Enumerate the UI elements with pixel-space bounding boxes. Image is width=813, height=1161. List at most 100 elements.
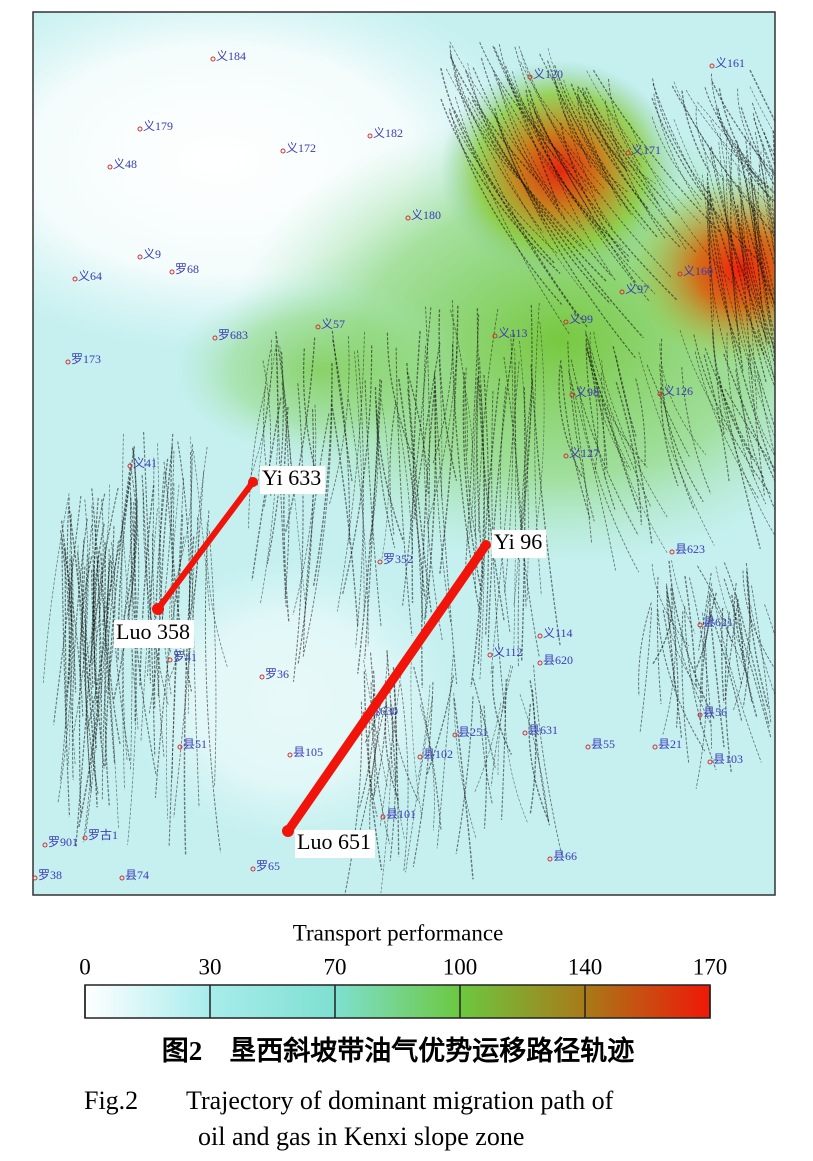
well-label: 县21 bbox=[658, 737, 682, 751]
streak bbox=[707, 202, 775, 476]
well-marker bbox=[177, 744, 183, 750]
streak bbox=[514, 362, 540, 658]
path-label-bg bbox=[492, 530, 547, 558]
streak bbox=[380, 706, 394, 894]
streak bbox=[472, 678, 496, 768]
well-marker bbox=[315, 324, 321, 330]
well-label: 县55 bbox=[591, 737, 615, 751]
well-marker bbox=[697, 712, 703, 718]
streak bbox=[750, 605, 775, 697]
streak bbox=[410, 657, 423, 818]
well-label: 罗36 bbox=[265, 667, 289, 681]
streak bbox=[170, 433, 193, 692]
streak bbox=[147, 457, 155, 676]
streak bbox=[133, 502, 136, 724]
path-end bbox=[481, 540, 491, 550]
streak bbox=[592, 69, 722, 234]
streak bbox=[662, 584, 676, 735]
streak bbox=[426, 675, 454, 776]
well-label: 义160 bbox=[683, 264, 713, 278]
streak bbox=[363, 659, 388, 788]
well-marker bbox=[537, 633, 543, 639]
colorbar-tick-label: 0 bbox=[79, 954, 91, 979]
streak bbox=[493, 74, 566, 220]
streak bbox=[402, 307, 432, 606]
streak bbox=[736, 204, 775, 382]
well-marker bbox=[250, 866, 256, 872]
streak bbox=[78, 566, 86, 816]
well-label: 义180 bbox=[411, 208, 441, 222]
streak bbox=[742, 562, 751, 707]
well-label: 罗65 bbox=[256, 859, 280, 873]
streak bbox=[470, 385, 485, 687]
streak bbox=[517, 304, 533, 560]
streak bbox=[354, 351, 365, 611]
streak bbox=[612, 346, 653, 545]
streak bbox=[166, 484, 180, 819]
well-marker bbox=[563, 319, 569, 325]
well-marker bbox=[522, 730, 528, 736]
streak bbox=[141, 475, 152, 684]
streak bbox=[454, 96, 570, 334]
well-label: 县105 bbox=[293, 745, 323, 759]
streak bbox=[59, 530, 84, 718]
streak bbox=[749, 142, 767, 344]
well-label: 县103 bbox=[713, 752, 743, 766]
migration-path bbox=[283, 540, 491, 836]
streak bbox=[701, 139, 761, 309]
streak bbox=[101, 477, 131, 625]
streak bbox=[778, 127, 800, 396]
well-label: 义97 bbox=[625, 282, 649, 296]
streak bbox=[374, 387, 404, 542]
well-label: 义113 bbox=[498, 326, 528, 340]
streak bbox=[448, 108, 563, 305]
streak bbox=[710, 613, 743, 721]
streak bbox=[204, 510, 222, 853]
streak bbox=[450, 309, 468, 454]
streak bbox=[154, 536, 185, 798]
streak bbox=[593, 331, 668, 518]
streak bbox=[440, 98, 561, 274]
streak bbox=[101, 540, 119, 800]
streak bbox=[68, 510, 98, 808]
streak bbox=[82, 567, 97, 843]
streak bbox=[707, 198, 729, 359]
streak bbox=[275, 348, 287, 607]
streak bbox=[477, 378, 501, 664]
streak bbox=[127, 447, 138, 617]
streak bbox=[177, 441, 191, 614]
streak bbox=[737, 185, 775, 307]
streak bbox=[585, 333, 608, 469]
streak bbox=[559, 96, 604, 218]
well-label: 县623 bbox=[675, 542, 705, 556]
streak bbox=[106, 561, 121, 746]
well-label: 义126 bbox=[663, 384, 693, 398]
well-label: 义182 bbox=[373, 126, 403, 140]
colorbar-tick-label: 70 bbox=[324, 954, 347, 979]
path-label: Yi 96 bbox=[494, 529, 542, 554]
streak bbox=[584, 90, 697, 253]
streak bbox=[411, 331, 421, 603]
streak bbox=[760, 164, 775, 240]
streak bbox=[563, 79, 656, 184]
streak bbox=[710, 73, 768, 189]
streak bbox=[389, 684, 397, 861]
streak bbox=[504, 334, 514, 593]
streak bbox=[724, 388, 775, 471]
map-background bbox=[33, 12, 800, 895]
streak bbox=[76, 552, 98, 750]
streak bbox=[719, 133, 767, 340]
streak bbox=[467, 63, 583, 291]
streak bbox=[163, 461, 175, 620]
streak bbox=[638, 351, 715, 546]
well-marker bbox=[547, 856, 553, 862]
streak bbox=[143, 432, 156, 757]
streak bbox=[681, 367, 712, 495]
streak bbox=[476, 308, 505, 621]
streak bbox=[709, 610, 725, 748]
streak bbox=[577, 89, 606, 171]
streak bbox=[453, 109, 580, 318]
streak bbox=[718, 376, 761, 549]
streak bbox=[453, 692, 477, 838]
streak bbox=[91, 505, 96, 686]
